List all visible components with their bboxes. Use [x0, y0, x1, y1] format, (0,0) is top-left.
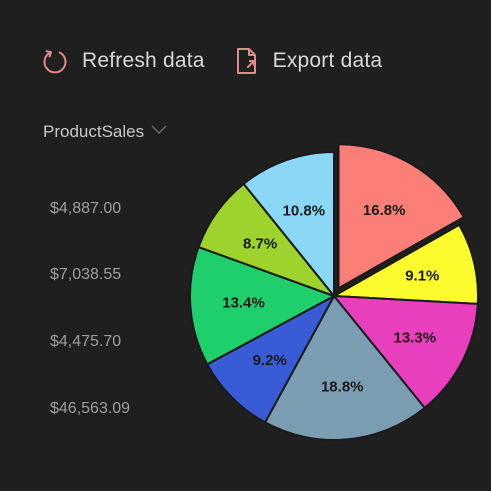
pie-slice[interactable] — [337, 143, 466, 290]
pie-slice[interactable] — [189, 245, 337, 366]
export-data-label: Export data — [272, 49, 383, 72]
pie-slice-label: 13.3% — [394, 329, 437, 346]
pie-slice-label: 9.1% — [405, 267, 439, 284]
pie-slice-label: 16.8% — [363, 202, 406, 219]
sales-value: $46,563.09 — [50, 400, 131, 417]
pie-slice[interactable] — [331, 294, 479, 410]
pie-slice[interactable] — [330, 223, 479, 305]
pie-slice[interactable] — [263, 294, 427, 441]
sales-value: $4,887.00 — [50, 200, 122, 217]
toolbar: Refresh data Export data — [42, 40, 382, 82]
field-selector-value: ProductSales — [43, 122, 145, 141]
sales-value: $7,038.55 — [50, 266, 122, 283]
export-file-icon — [235, 47, 259, 75]
pie-slice-label: 8.7% — [243, 235, 277, 252]
refresh-data-label: Refresh data — [82, 49, 205, 72]
pie-slice-label: 18.8% — [321, 378, 364, 395]
field-selector-dropdown[interactable]: ProductSales — [43, 122, 168, 142]
pie-slice[interactable] — [242, 150, 335, 299]
pie-slice-label: 10.8% — [283, 202, 326, 219]
export-data-button[interactable]: Export data — [235, 47, 383, 75]
pie-slice[interactable] — [205, 293, 337, 424]
sales-value: $4,475.70 — [50, 333, 122, 350]
refresh-icon — [42, 48, 68, 74]
refresh-data-button[interactable]: Refresh data — [42, 48, 205, 74]
pie-slice-label: 13.4% — [222, 295, 265, 312]
chevron-down-icon — [144, 123, 168, 141]
pie-slice-label: 9.2% — [253, 352, 287, 369]
